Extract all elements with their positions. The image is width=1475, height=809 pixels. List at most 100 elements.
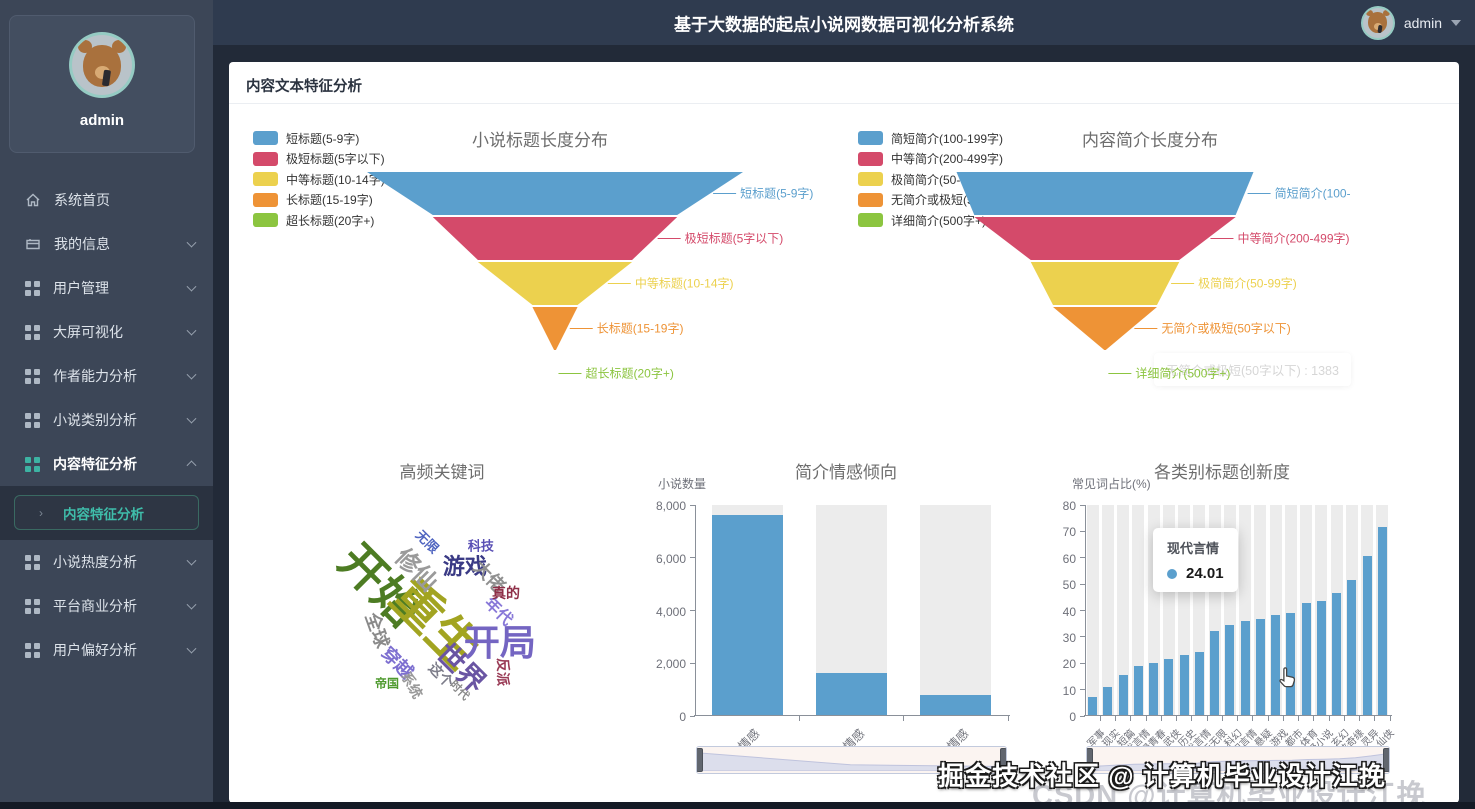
bar-武侠[interactable] [1164, 659, 1174, 715]
y-tick-mark [1080, 530, 1085, 532]
tooltip-value: 24.01 [1186, 565, 1224, 582]
bar-浪漫青春[interactable] [1149, 663, 1159, 715]
sidebar: admin 系统首页 我的信息 用户管理 大屏可视化 作者能力分析 小说类别分析 内容特征分… [0, 0, 213, 809]
funnel-slice[interactable] [367, 172, 743, 215]
bar-仙侠[interactable] [1377, 527, 1387, 715]
chevron-down-icon [186, 325, 197, 336]
sidebar-item-content[interactable]: 内容特征分析 [0, 442, 213, 486]
x-tick-mark [1115, 716, 1116, 721]
header-user-menu[interactable]: admin [1360, 0, 1461, 45]
legend-item[interactable]: 极短标题(5字以下) [253, 149, 385, 170]
chevron-down-icon [186, 369, 197, 380]
bar-历史[interactable] [1179, 655, 1189, 715]
legend-swatch [858, 131, 883, 146]
sidebar-item-profile[interactable]: 我的信息 [0, 222, 213, 266]
sidebar-subitem-content-sub[interactable]: › 内容特征分析 [14, 495, 199, 530]
card-icon [26, 239, 40, 250]
funnel-label: 短标题(5-9字) [740, 186, 813, 201]
sidebar-item-business[interactable]: 平台商业分析 [0, 584, 213, 628]
funnel-slice[interactable] [477, 262, 633, 305]
caret-down-icon[interactable] [1451, 19, 1461, 26]
keywords-wordcloud-chart: 开始 重生 开局 世界 修仙 游戏 大佬 全球 穿越 年代 真的 系统 这个 反派 无限 科技 帝国 时代 [282, 482, 622, 772]
legend-swatch [253, 213, 278, 228]
datazoom-slider-sentiment[interactable] [696, 746, 1007, 774]
datazoom-handle-right[interactable] [1000, 748, 1006, 772]
x-tick-mark [1267, 716, 1269, 721]
divider [229, 103, 1459, 104]
header-avatar[interactable] [1360, 5, 1395, 40]
funnel-slice[interactable] [974, 217, 1236, 260]
datazoom-handle-left[interactable] [1087, 748, 1093, 772]
bar-短篇[interactable] [1118, 674, 1128, 715]
legend-label: 简短简介(100-199字) [891, 131, 1004, 146]
sidebar-item-bigscreen[interactable]: 大屏可视化 [0, 310, 213, 354]
bar-消极情感[interactable] [920, 695, 992, 715]
x-tick-mark [1145, 716, 1147, 721]
funnel-slice[interactable] [1030, 262, 1180, 305]
y-tick-label: 60 [1062, 551, 1076, 566]
x-tick-mark [903, 716, 905, 721]
legend-item[interactable]: 超长标题(20字+) [253, 210, 385, 231]
bar-科幻[interactable] [1225, 625, 1235, 715]
bear-avatar-art [82, 44, 122, 87]
sidebar-item-heat[interactable]: 小说热度分析 [0, 540, 213, 584]
bar-悬疑[interactable] [1255, 618, 1265, 715]
wordcloud-word[interactable]: 帝国 [375, 676, 400, 691]
sidebar-profile-card: admin [9, 15, 195, 153]
chart-title-keywords: 高频关键词 [399, 463, 485, 482]
x-tick-mark [1237, 716, 1238, 721]
y-tick-label: 80 [1062, 499, 1076, 513]
legend-item[interactable]: 详细简介(500字+) [858, 210, 1020, 231]
bar-诸天无限[interactable] [1210, 631, 1220, 715]
bar-体育[interactable] [1301, 603, 1311, 715]
funnel-slice[interactable] [532, 307, 578, 350]
datazoom-handle-left[interactable] [697, 748, 703, 772]
legend-swatch [858, 192, 883, 207]
x-tick-mark [1130, 716, 1132, 721]
bar-仙侠奇缘[interactable] [1347, 579, 1357, 715]
y-tick-label: 2,000 [655, 657, 686, 672]
sidebar-item-users[interactable]: 用户管理 [0, 266, 213, 310]
bar-现实[interactable] [1103, 687, 1113, 715]
x-tick-mark [1252, 716, 1254, 721]
funnel-slice[interactable] [1053, 307, 1157, 350]
legend-swatch [253, 192, 278, 207]
bar-中性情感[interactable] [711, 514, 783, 715]
wordcloud-word[interactable]: 科技 [467, 538, 494, 554]
legend-swatch [858, 213, 883, 228]
funnel-slice[interactable] [432, 217, 678, 260]
funnel-slice[interactable] [956, 172, 1254, 215]
sidebar-item-home[interactable]: 系统首页 [0, 178, 213, 222]
legend-item[interactable]: 长标题(15-19字) [253, 190, 385, 211]
bar-现代言情[interactable] [1194, 651, 1204, 715]
x-axis-line [694, 715, 1011, 716]
datazoom-slider-innovation[interactable] [1086, 746, 1390, 774]
datazoom-handle-right[interactable] [1383, 748, 1389, 772]
y-tick-label: 0 [679, 710, 686, 724]
sidebar-item-preference[interactable]: 用户偏好分析 [0, 628, 213, 672]
legend-item[interactable]: 短标题(5-9字) [253, 128, 385, 149]
wordcloud-word[interactable]: 游戏 [442, 553, 487, 579]
legend-label: 极短标题(5字以下) [286, 152, 385, 167]
bar-轻小说[interactable] [1316, 600, 1326, 715]
sidebar-item-author[interactable]: 作者能力分析 [0, 354, 213, 398]
y-tick-label: 8,000 [655, 499, 686, 513]
wordcloud-word[interactable]: 反派 [495, 657, 511, 686]
sidebar-item-category[interactable]: 小说类别分析 [0, 398, 213, 442]
bar-军事[interactable] [1088, 696, 1098, 715]
legend-item[interactable]: 简短简介(100-199字) [858, 128, 1020, 149]
bar-游戏[interactable] [1271, 614, 1281, 715]
bar-积极情感[interactable] [816, 673, 887, 715]
bar-古代言情[interactable] [1133, 666, 1143, 715]
bar-玄幻[interactable] [1332, 593, 1342, 715]
legend-item[interactable]: 中等标题(10-14字) [253, 169, 385, 190]
legend-label: 详细简介(500字+) [891, 213, 987, 228]
wordcloud-word[interactable]: 开局 [463, 622, 536, 664]
bar-都市[interactable] [1286, 613, 1296, 715]
bar-灵异[interactable] [1362, 556, 1372, 715]
legend-item[interactable]: 中等简介(200-499字) [858, 149, 1020, 170]
user-avatar[interactable] [69, 32, 135, 98]
wordcloud-word[interactable]: 真的 [492, 585, 521, 602]
legend-label: 中等简介(200-499字) [891, 152, 1004, 167]
bar-玄幻言情[interactable] [1240, 620, 1250, 715]
